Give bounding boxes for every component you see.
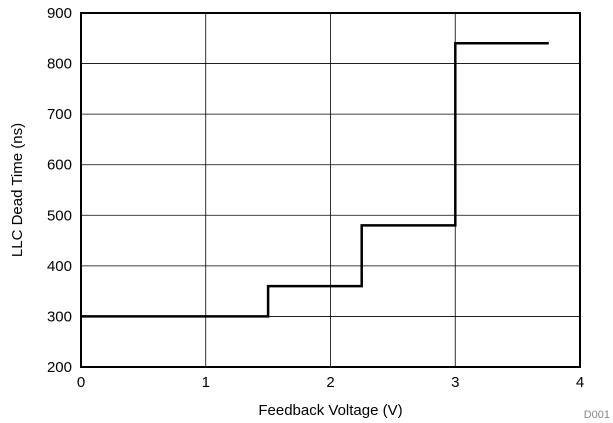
x-tick-label: 4 xyxy=(576,374,584,391)
x-tick-label: 2 xyxy=(326,374,334,391)
y-tick-label: 200 xyxy=(47,359,72,376)
x-tick-label: 1 xyxy=(202,374,210,391)
figure-id-label: D001 xyxy=(584,409,610,421)
grid xyxy=(81,13,580,367)
y-tick-label: 700 xyxy=(47,106,72,123)
x-tick-label: 3 xyxy=(451,374,459,391)
x-tick-labels: 0 1 2 3 4 xyxy=(77,374,584,391)
x-tick-label: 0 xyxy=(77,374,85,391)
y-tick-label: 900 xyxy=(47,5,72,22)
series-line-0 xyxy=(81,42,549,318)
y-tick-label: 400 xyxy=(47,258,72,275)
y-axis-title: LLC Dead Time (ns) xyxy=(9,123,26,257)
plot-frame xyxy=(80,12,581,368)
series-layer xyxy=(81,42,549,318)
y-tick-label: 600 xyxy=(47,157,72,174)
y-tick-labels: 200 300 400 500 600 700 800 900 xyxy=(47,5,72,376)
x-axis-title: Feedback Voltage (V) xyxy=(258,402,402,419)
y-tick-label: 500 xyxy=(47,207,72,224)
y-tick-label: 800 xyxy=(47,56,72,73)
y-tick-label: 300 xyxy=(47,308,72,325)
